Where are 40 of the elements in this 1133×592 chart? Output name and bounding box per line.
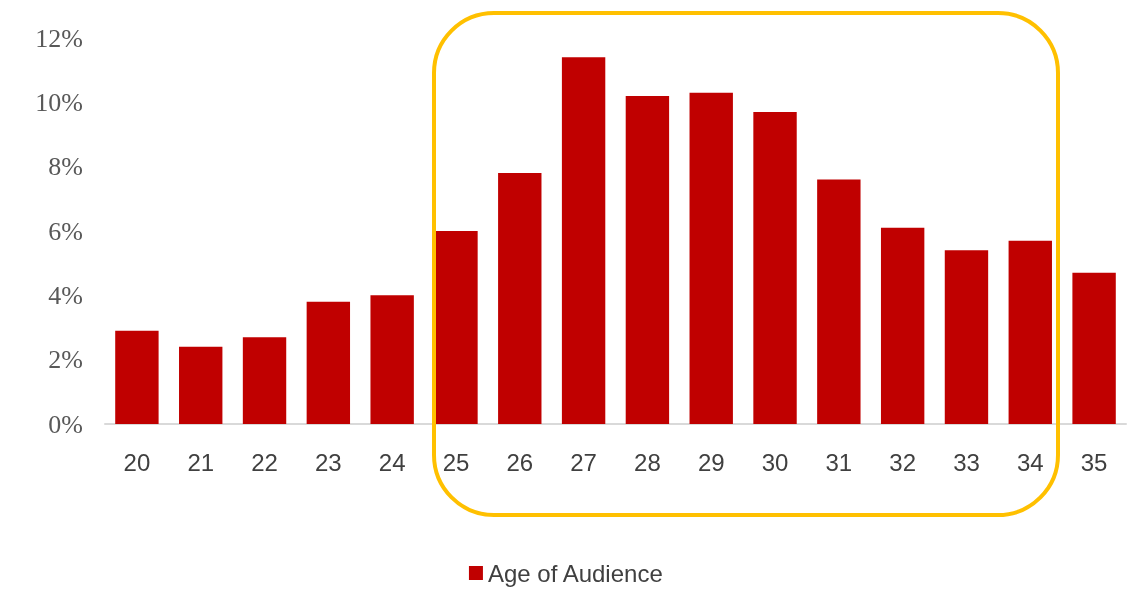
x-tick-label: 35 [1080,448,1108,476]
bar [498,173,542,424]
x-tick-label: 22 [251,448,278,476]
bar [1008,240,1052,424]
y-tick-label: 10% [35,87,83,117]
legend-label: Age of Audience [487,559,663,587]
bar [434,231,478,424]
x-tick-label: 32 [889,448,917,476]
y-tick-label: 0% [48,409,83,439]
x-tick-label: 29 [697,448,725,476]
y-tick-label: 12% [35,23,83,53]
x-tick-label: 20 [123,448,151,476]
bar [753,111,797,424]
x-tick-label: 21 [187,448,215,476]
y-tick-label: 4% [48,280,83,310]
bar [370,295,414,424]
bar [1072,272,1116,424]
bar [242,337,287,424]
bar [179,346,223,424]
x-tick-label: 24 [378,448,406,476]
y-tick-label: 8% [48,152,83,182]
bar [306,301,351,424]
x-tick-label: 33 [953,448,980,476]
x-tick-label: 34 [1016,448,1044,476]
y-tick-label: 2% [48,345,83,375]
bar [561,57,606,424]
x-tick-label: 31 [825,448,853,476]
bar [115,330,159,424]
bar [689,92,733,424]
x-tick-label: 27 [570,448,597,476]
bar [817,179,861,424]
bar [944,250,989,424]
x-tick-label: 23 [314,448,342,476]
x-tick-label: 26 [506,448,534,476]
bar [880,227,925,424]
bar [625,95,670,424]
x-tick-label: 28 [634,448,661,476]
x-tick-label: 25 [442,448,470,476]
y-tick-label: 6% [48,216,83,246]
x-tick-label: 30 [761,448,789,476]
